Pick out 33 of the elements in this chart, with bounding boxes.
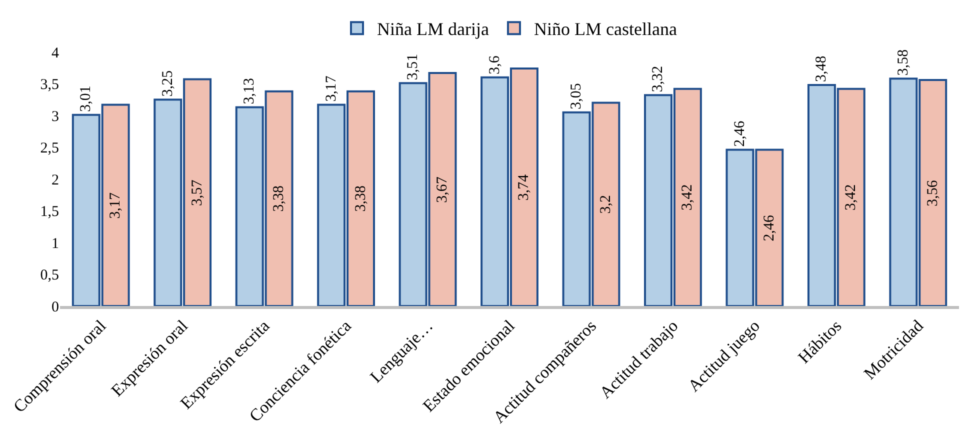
data-label: 3,58: [895, 49, 912, 76]
data-label: 3,42: [680, 184, 696, 211]
data-label: 3,17: [108, 192, 124, 219]
data-label: 3,48: [814, 56, 830, 82]
data-label: 3,51: [405, 54, 422, 80]
data-label: 3,2: [598, 195, 614, 214]
data-label: 2,46: [732, 120, 748, 147]
y-tick-label: 3,5: [40, 77, 59, 93]
data-label: 2,46: [761, 214, 778, 242]
y-tick-label: 0,5: [40, 268, 59, 284]
data-label: 3,13: [242, 78, 258, 104]
data-label: 3,74: [516, 174, 532, 201]
y-tick-label: 2: [52, 172, 59, 188]
data-label: 3,67: [434, 176, 450, 203]
data-label: 3,57: [189, 179, 206, 206]
y-tick-label: 1,5: [40, 204, 59, 220]
data-label: 3,01: [78, 86, 94, 112]
data-label: 3,6: [486, 55, 503, 74]
legend-label: Niña LM darija: [377, 19, 489, 40]
data-label: 3,42: [843, 184, 860, 211]
legend-label: Niño LM castellana: [534, 19, 677, 40]
data-label: 3,32: [650, 66, 666, 92]
y-tick-label: 0: [52, 299, 59, 316]
y-tick-label: 1: [52, 236, 59, 252]
data-label: 3,38: [271, 186, 288, 212]
data-label: 3,38: [352, 186, 369, 212]
data-label: 3,56: [924, 180, 941, 206]
y-tick-label: 4: [52, 45, 60, 62]
y-tick-label: 3: [52, 108, 59, 125]
data-label: 3,05: [568, 83, 585, 110]
data-label: 3,25: [160, 70, 176, 97]
data-label: 3,17: [323, 76, 340, 102]
y-tick-label: 2,5: [40, 140, 59, 156]
